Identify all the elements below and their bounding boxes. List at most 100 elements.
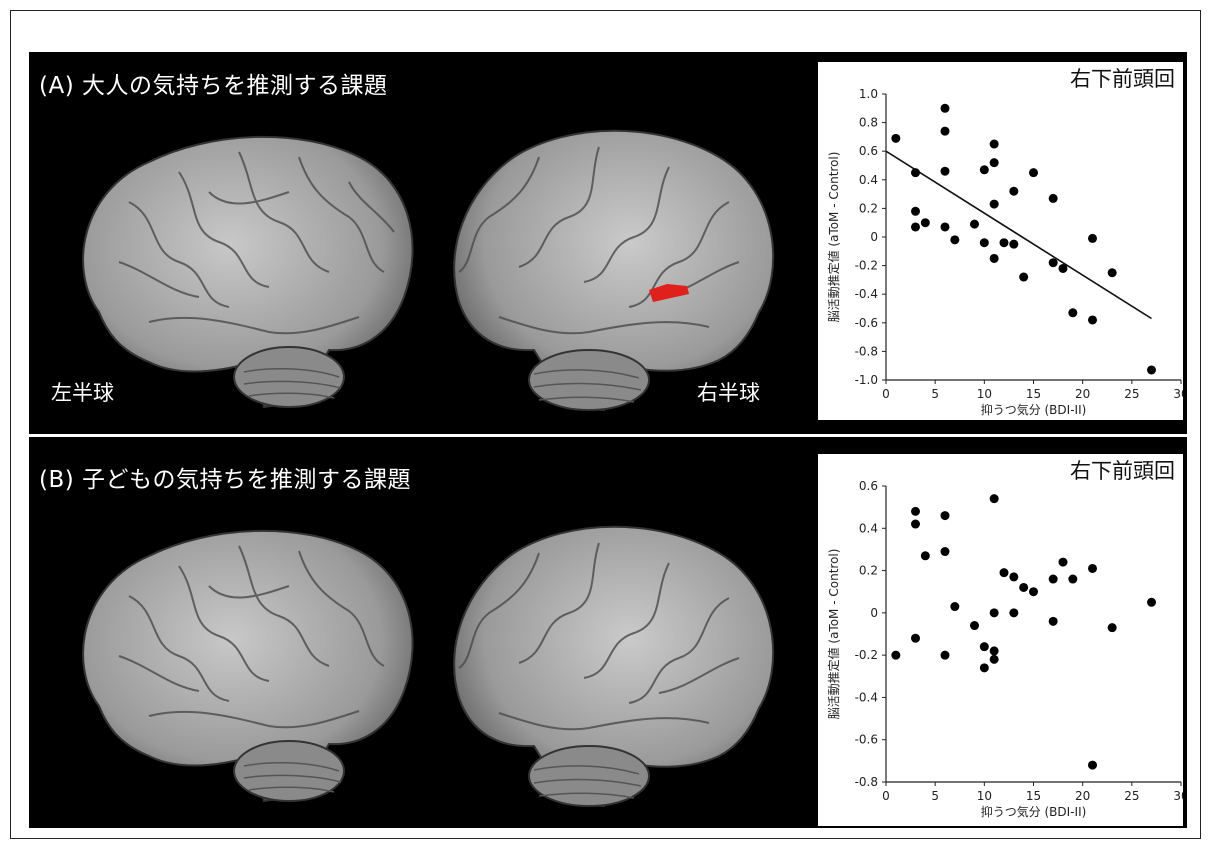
left-hemisphere-brain-b [82,529,414,803]
x-axis-label: 抑うつ気分 (BDI-II) [981,804,1087,819]
left-hemisphere-brain-a [82,135,414,409]
data-point [940,103,950,113]
data-point [1009,239,1019,249]
scatter-plot-b-svg: 0.6 0.4 0.2 0 -0.2 -0.4 -0.6 -0.8 0 5 10 15 20 25 30 抑う… [826,459,1189,819]
regression-line [885,150,1152,320]
y-tick-label: -0.6 [855,733,878,747]
data-point [1147,597,1156,607]
data-point [1107,268,1117,278]
y-tick-label: 0.4 [859,173,878,187]
data-point [940,126,950,136]
right-hemisphere-brain-b [453,525,775,808]
y-tick-label: 0.4 [859,521,878,535]
data-point [940,166,950,176]
data-point [1009,572,1019,582]
y-tick-label: 0 [870,606,878,620]
y-tick-label: -0.2 [855,648,878,662]
data-point [979,238,989,248]
chart-title: 右下前頭回 [1070,459,1175,483]
data-point [1009,608,1019,618]
data-point [999,238,1009,248]
data-point [1068,308,1078,318]
y-tick-label: -0.2 [855,259,878,273]
data-point [989,139,999,149]
panel-a-title: (A) 大人の気持ちを推測する課題 [39,73,388,99]
data-point [1048,193,1058,203]
data-point [1058,557,1068,567]
y-tick-label: -0.6 [855,316,878,330]
x-tick-label: 0 [882,387,890,401]
data-point [999,568,1009,578]
data-point [1048,258,1058,268]
x-tick-label: 5 [931,789,939,803]
y-tick-label: 0.2 [859,201,878,215]
data-point [970,219,979,229]
x-tick-label: 25 [1124,789,1139,803]
data-point [979,663,989,673]
y-tick-label: -0.4 [855,287,878,301]
data-point [940,547,950,557]
x-tick-label: 15 [1026,387,1041,401]
x-tick-label: 20 [1075,789,1090,803]
data-point [911,633,920,643]
data-point [911,506,920,516]
x-axis-label: 抑うつ気分 (BDI-II) [981,402,1087,417]
panel-b-title: (B) 子どもの気持ちを推測する課題 [39,467,412,493]
chart-title: 右下前頭回 [1070,67,1175,91]
data-point [940,650,950,660]
data-point [989,608,999,618]
y-tick-label: 0.6 [859,144,878,158]
data-point [1009,186,1019,196]
x-tick-label: 10 [977,789,992,803]
scatter-plot-a: 1.0 0.8 0.6 0.4 0.2 0 -0.2 -0.4 -0.6 -0.8 -1.0 0 5 10… [818,62,1189,420]
data-point [1029,168,1038,178]
y-tick-label: 0.6 [859,479,878,493]
panel-b: (B) 子どもの気持ちを推測する課題 [29,446,1189,828]
x-tick-label: 5 [931,387,939,401]
data-point [940,222,950,232]
x-tick-label: 30 [1173,789,1183,803]
data-point [989,253,999,263]
x-tick-label: 10 [977,387,992,401]
data-point [891,133,901,143]
data-point [1147,365,1156,375]
activation-region [649,284,689,302]
data-point [1088,760,1097,770]
data-point [1048,616,1058,626]
data-point [911,168,920,178]
data-point [920,218,930,228]
data-point [920,551,930,561]
x-tick-label: 0 [882,789,890,803]
data-point [1029,587,1038,597]
data-point [911,519,920,529]
x-tick-label: 30 [1173,387,1183,401]
data-point [950,235,960,245]
data-point [1088,563,1097,573]
data-point [940,511,950,521]
data-point [1107,623,1117,633]
y-axis-label: 脳活動推定値 (aToM - Control) [826,152,841,323]
right-hemisphere-brain-a [453,129,775,412]
data-point [911,206,920,216]
data-point [891,650,901,660]
scatter-plot-b: 0.6 0.4 0.2 0 -0.2 -0.4 -0.6 -0.8 0 5 10 15 20 25 30 抑う… [818,454,1189,826]
x-tick-label: 15 [1026,789,1041,803]
data-point [1068,574,1078,584]
data-point [1019,582,1029,592]
x-tick-label: 20 [1075,387,1090,401]
data-point [989,654,999,664]
panel-a: (A) 大人の気持ちを推測する課題 [29,52,1189,426]
y-tick-label: 1.0 [859,87,878,101]
panel-divider-line [29,434,1187,437]
data-point [989,646,999,656]
data-point [979,642,989,652]
y-axis-label: 脳活動推定値 (aToM - Control) [826,549,841,720]
y-tick-label: -0.4 [855,690,878,704]
right-hemisphere-label: 右半球 [697,381,760,405]
data-point [989,199,999,209]
data-point [1019,272,1029,282]
data-point [1048,574,1058,584]
data-point [989,158,999,168]
x-tick-label: 25 [1124,387,1139,401]
data-point [1088,315,1097,325]
